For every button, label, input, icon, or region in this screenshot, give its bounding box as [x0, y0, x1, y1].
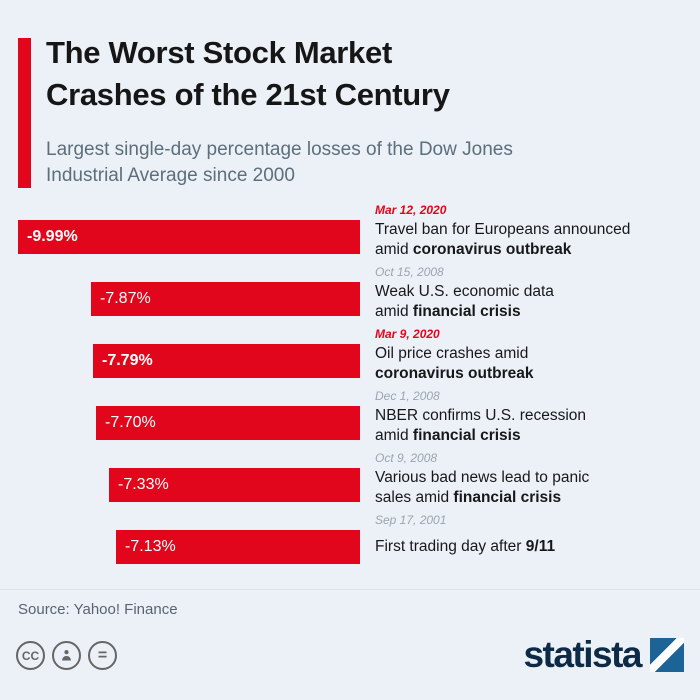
description-line: Travel ban for Europeans announced: [375, 221, 631, 238]
bar-annotation: Sep 17, 2001 First trading day after 9/11: [375, 513, 687, 564]
bar: -7.87%: [91, 282, 360, 316]
chart-row: -7.33% Oct 9, 2008 Various bad news lead t…: [0, 451, 700, 513]
bar-value-label: -7.70%: [105, 414, 156, 431]
page-subtitle-line-1: Largest single-day percentage losses of …: [46, 139, 513, 160]
description-line: coronavirus outbreak: [375, 365, 534, 383]
chart-row: -7.79% Mar 9, 2020 Oil price crashes amid c…: [0, 327, 700, 389]
bar-value-label: -7.13%: [125, 538, 176, 555]
description-line: Weak U.S. economic data: [375, 283, 554, 300]
page-subtitle: Largest single-day percentage losses of …: [46, 137, 513, 188]
bar-description: Various bad news lead to panic sales amid…: [375, 468, 687, 509]
bar-zone: -7.79%: [0, 327, 360, 378]
title-accent-bar: [18, 38, 31, 188]
bar-value-label: -7.87%: [100, 290, 151, 307]
page-title-line-1: The Worst Stock Market: [46, 35, 392, 70]
page-subtitle-line-2: Industrial Average since 2000: [46, 164, 295, 186]
page-title: The Worst Stock Market Crashes of the 21…: [46, 32, 450, 116]
bar-zone: -9.99%: [0, 203, 360, 254]
chart-row: -9.99% Mar 12, 2020 Travel ban for Europea…: [0, 203, 700, 265]
description-line: amid financial crisis: [375, 427, 521, 445]
bar-date-label: Oct 9, 2008: [375, 451, 438, 465]
bar: -7.70%: [96, 406, 360, 440]
chart-row: -7.13% Sep 17, 2001 First trading day afte…: [0, 513, 700, 575]
bar-date-label: Mar 9, 2020: [375, 327, 440, 341]
bar-zone: -7.33%: [0, 451, 360, 502]
statista-logo[interactable]: statista: [523, 636, 684, 673]
description-line: amid financial crisis: [375, 303, 521, 321]
bar-zone: -7.13%: [0, 513, 360, 564]
description-line: amid coronavirus outbreak: [375, 241, 572, 259]
no-derivatives-icon[interactable]: =: [88, 641, 117, 670]
attribution-icon[interactable]: [52, 641, 81, 670]
chart-row: -7.87% Oct 15, 2008 Weak U.S. economic dat…: [0, 265, 700, 327]
bar: -9.99%: [18, 220, 360, 254]
license-icons: CC =: [16, 641, 117, 670]
statista-wordmark: statista: [523, 634, 642, 675]
creative-commons-icon[interactable]: CC: [16, 641, 45, 670]
bar-value-label: -9.99%: [27, 228, 78, 245]
chart-row: -7.70% Dec 1, 2008 NBER confirms U.S. rece…: [0, 389, 700, 451]
bar-annotation: Dec 1, 2008 NBER confirms U.S. recession a…: [375, 389, 687, 447]
bar-date-label: Mar 12, 2020: [375, 203, 447, 217]
bar: -7.13%: [116, 530, 360, 564]
bar-description: Oil price crashes amid coronavirus outbre…: [375, 344, 687, 385]
bar-value-label: -7.79%: [102, 352, 153, 369]
description-line: sales amid financial crisis: [375, 489, 562, 507]
description-line: Oil price crashes amid: [375, 345, 529, 362]
page-title-line-2: Crashes of the 21st Century: [46, 77, 450, 113]
bar-annotation: Mar 12, 2020 Travel ban for Europeans ann…: [375, 203, 687, 261]
bar-zone: -7.70%: [0, 389, 360, 440]
bar-date-label: Sep 17, 2001: [375, 513, 447, 527]
bar-zone: -7.87%: [0, 265, 360, 316]
bar-annotation: Mar 9, 2020 Oil price crashes amid coronav…: [375, 327, 687, 385]
bar-annotation: Oct 15, 2008 Weak U.S. economic data amid …: [375, 265, 687, 323]
statista-logo-square-icon: [650, 637, 684, 672]
bar: -7.79%: [93, 344, 360, 378]
bar-description: First trading day after 9/11: [375, 530, 687, 564]
bar-description: Weak U.S. economic data amid financial cr…: [375, 282, 687, 323]
bar: -7.33%: [109, 468, 360, 502]
bar-chart: -9.99% Mar 12, 2020 Travel ban for Europea…: [0, 203, 700, 575]
bar-value-label: -7.33%: [118, 476, 169, 493]
source-label: Source: Yahoo! Finance: [18, 601, 178, 618]
description-line: NBER confirms U.S. recession: [375, 407, 587, 424]
description-line: First trading day after 9/11: [375, 537, 556, 555]
bar-annotation: Oct 9, 2008 Various bad news lead to pani…: [375, 451, 687, 509]
bar-date-label: Oct 15, 2008: [375, 265, 444, 279]
bar-description: Travel ban for Europeans announced amid c…: [375, 220, 687, 261]
bar-date-label: Dec 1, 2008: [375, 389, 440, 403]
description-line: Various bad news lead to panic: [375, 469, 590, 486]
bar-description: NBER confirms U.S. recession amid financi…: [375, 406, 687, 447]
footer-divider: [0, 589, 700, 590]
